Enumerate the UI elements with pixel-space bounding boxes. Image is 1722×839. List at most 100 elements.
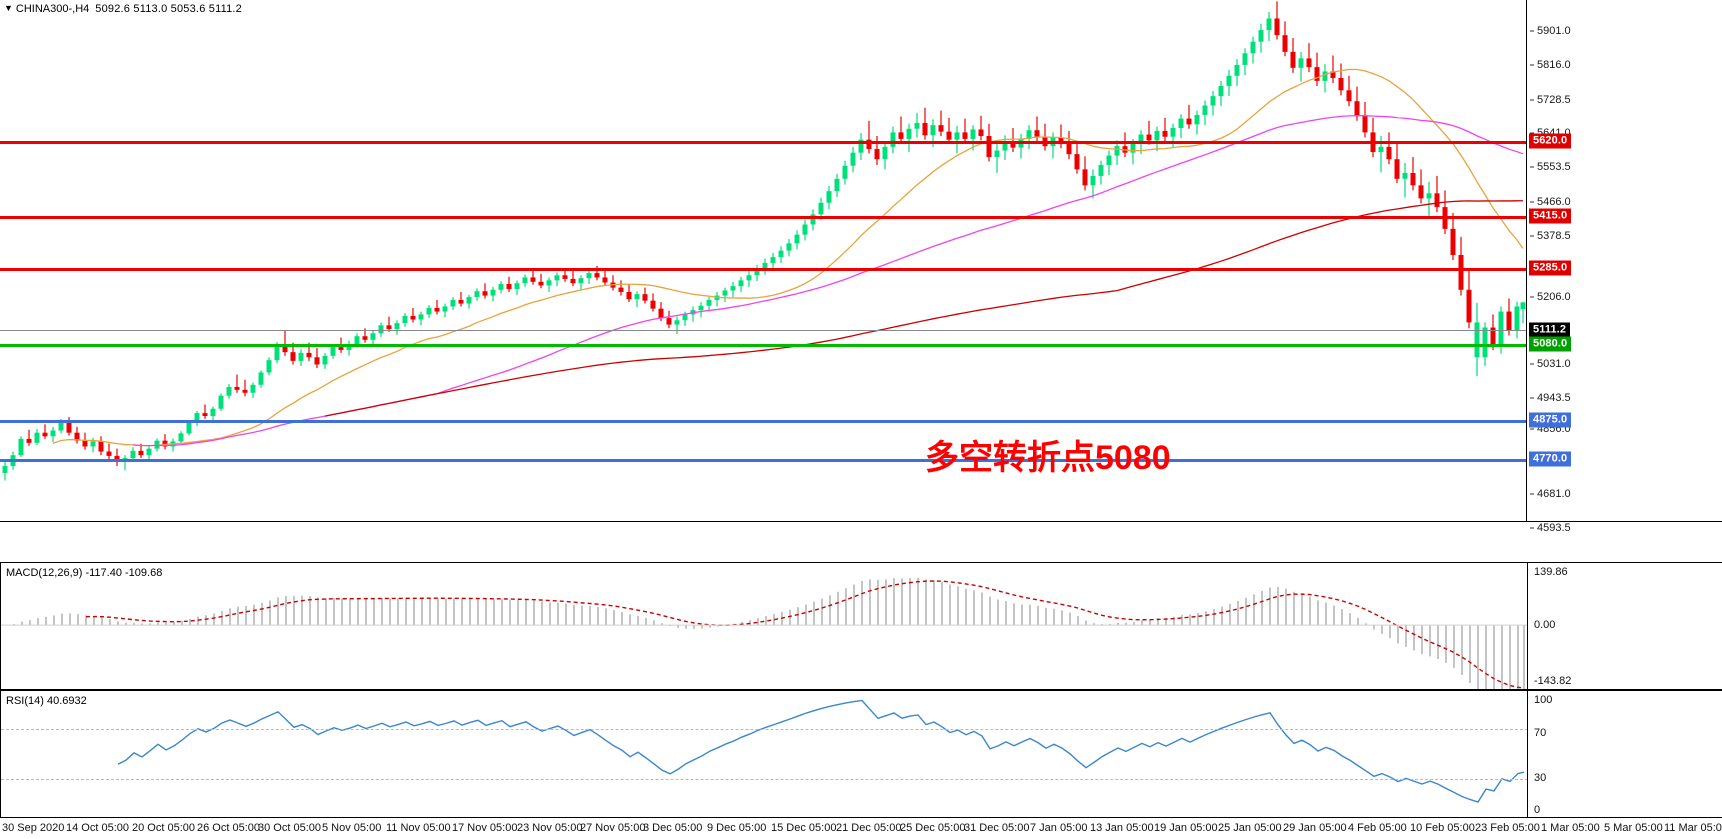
candle <box>610 275 616 291</box>
pivot-5080[interactable] <box>0 344 1526 347</box>
candle <box>962 118 968 144</box>
candle <box>1306 43 1312 73</box>
price-tick-label: 4681.0 <box>1537 488 1571 500</box>
candle <box>402 312 408 327</box>
caret-down-icon[interactable]: ▼ <box>4 3 13 13</box>
price-level-tag-5111-2[interactable]: 5111.2 <box>1529 322 1571 338</box>
time-axis: 30 Sep 2020 14 Oct 05:00 20 Oct 05:00 26 Oc… <box>0 818 1722 839</box>
rsi-tick-label: 30 <box>1534 772 1547 784</box>
candle <box>1394 143 1400 184</box>
candle <box>850 146 856 173</box>
candle <box>1330 55 1336 84</box>
candle <box>506 276 512 292</box>
price-tick-label: 5728.5 <box>1537 94 1571 106</box>
candle <box>106 443 112 461</box>
support-4875[interactable] <box>0 420 1526 423</box>
resistance-5620[interactable] <box>0 141 1526 144</box>
time-axis-label: 3 Dec 05:00 <box>643 822 703 834</box>
candle <box>738 276 744 292</box>
price-plot-area[interactable] <box>0 0 1527 521</box>
candle <box>1186 104 1192 129</box>
candle <box>1338 63 1344 96</box>
price-level-tag-5620-0[interactable]: 5620.0 <box>1529 133 1572 149</box>
price-level-tag-4770-0[interactable]: 4770.0 <box>1529 451 1572 467</box>
candle <box>618 280 624 296</box>
price-level-tag-5415-0[interactable]: 5415.0 <box>1529 208 1572 224</box>
candle <box>18 436 24 457</box>
time-axis-label: 15 Dec 05:00 <box>771 822 837 834</box>
candle <box>458 291 464 307</box>
macd-plot-area[interactable] <box>1 563 1528 689</box>
candle <box>1362 101 1368 138</box>
time-axis-label: 14 Oct 05:00 <box>66 822 129 834</box>
price-candlestick-svg <box>2 1 1526 481</box>
ohlc-values: 5092.6 5113.0 5053.6 5111.2 <box>95 3 242 15</box>
time-axis-label: 11 Mar 05:00 <box>1664 822 1722 834</box>
support-4770[interactable] <box>0 459 1526 462</box>
moving-average-line <box>52 68 1524 447</box>
candle <box>1314 52 1320 86</box>
candle <box>714 291 720 307</box>
candle <box>554 272 560 287</box>
rsi-tick-label: 100 <box>1534 694 1553 706</box>
candle <box>1290 38 1296 73</box>
candle <box>314 347 320 369</box>
candle <box>1506 298 1512 336</box>
candle <box>1178 114 1184 139</box>
candle <box>2 461 8 481</box>
candle <box>194 410 200 427</box>
time-axis-label: 31 Dec 05:00 <box>964 822 1030 834</box>
candle <box>1154 126 1160 152</box>
price-level-tag-5080-0[interactable]: 5080.0 <box>1529 336 1572 352</box>
resistance-5285[interactable] <box>0 268 1526 271</box>
current-price-line[interactable] <box>0 330 1526 331</box>
candle <box>1346 75 1352 107</box>
moving-average-line <box>132 115 1524 447</box>
macd-svg <box>1 577 1527 689</box>
candle <box>994 143 1000 174</box>
rsi-tick-label: 70 <box>1534 727 1547 739</box>
price-level-tag-4875-0[interactable]: 4875.0 <box>1529 412 1572 428</box>
resistance-5415[interactable] <box>0 216 1526 219</box>
price-level-tag-5285-0[interactable]: 5285.0 <box>1529 260 1572 276</box>
candle <box>466 294 472 309</box>
candle <box>626 284 632 303</box>
price-tick-label: 5901.0 <box>1537 25 1571 37</box>
candle <box>298 349 304 366</box>
price-tick-label: 5816.0 <box>1537 59 1571 71</box>
candle <box>98 436 104 456</box>
candle <box>730 281 736 298</box>
candle <box>922 107 928 140</box>
candle <box>1474 302 1480 377</box>
candle <box>978 115 984 141</box>
macd-axis: 139.86 0.00 -143.82 <box>1528 563 1722 689</box>
time-axis-label: 30 Sep 2020 <box>2 822 65 834</box>
rsi-plot-area[interactable] <box>1 691 1528 817</box>
price-tick: 5031.0 <box>1530 358 1571 370</box>
candle <box>1114 140 1120 166</box>
macd-tick-label: 139.86 <box>1534 566 1568 578</box>
candle <box>226 384 232 399</box>
candle <box>1226 69 1232 97</box>
candle <box>1442 190 1448 234</box>
candle <box>282 330 288 356</box>
time-axis-label: 17 Nov 05:00 <box>452 822 518 834</box>
candle <box>786 239 792 257</box>
price-tick-label: 5378.5 <box>1537 230 1571 242</box>
candle <box>586 270 592 284</box>
time-axis-label: 5 Mar 05:00 <box>1604 822 1663 834</box>
candle <box>826 186 832 210</box>
candle <box>1202 100 1208 126</box>
price-tick: 5728.5 <box>1530 94 1571 106</box>
candle <box>378 322 384 337</box>
rsi-axis: 100 70 30 0 <box>1528 691 1722 817</box>
candle <box>1418 169 1424 204</box>
candle <box>202 404 208 419</box>
time-axis-label: 10 Feb 05:00 <box>1410 822 1475 834</box>
candle <box>914 112 920 138</box>
candle <box>1058 124 1064 149</box>
candle <box>946 117 952 144</box>
candle <box>1282 21 1288 57</box>
time-axis-label: 19 Jan 05:00 <box>1154 822 1218 834</box>
candle <box>842 160 848 185</box>
